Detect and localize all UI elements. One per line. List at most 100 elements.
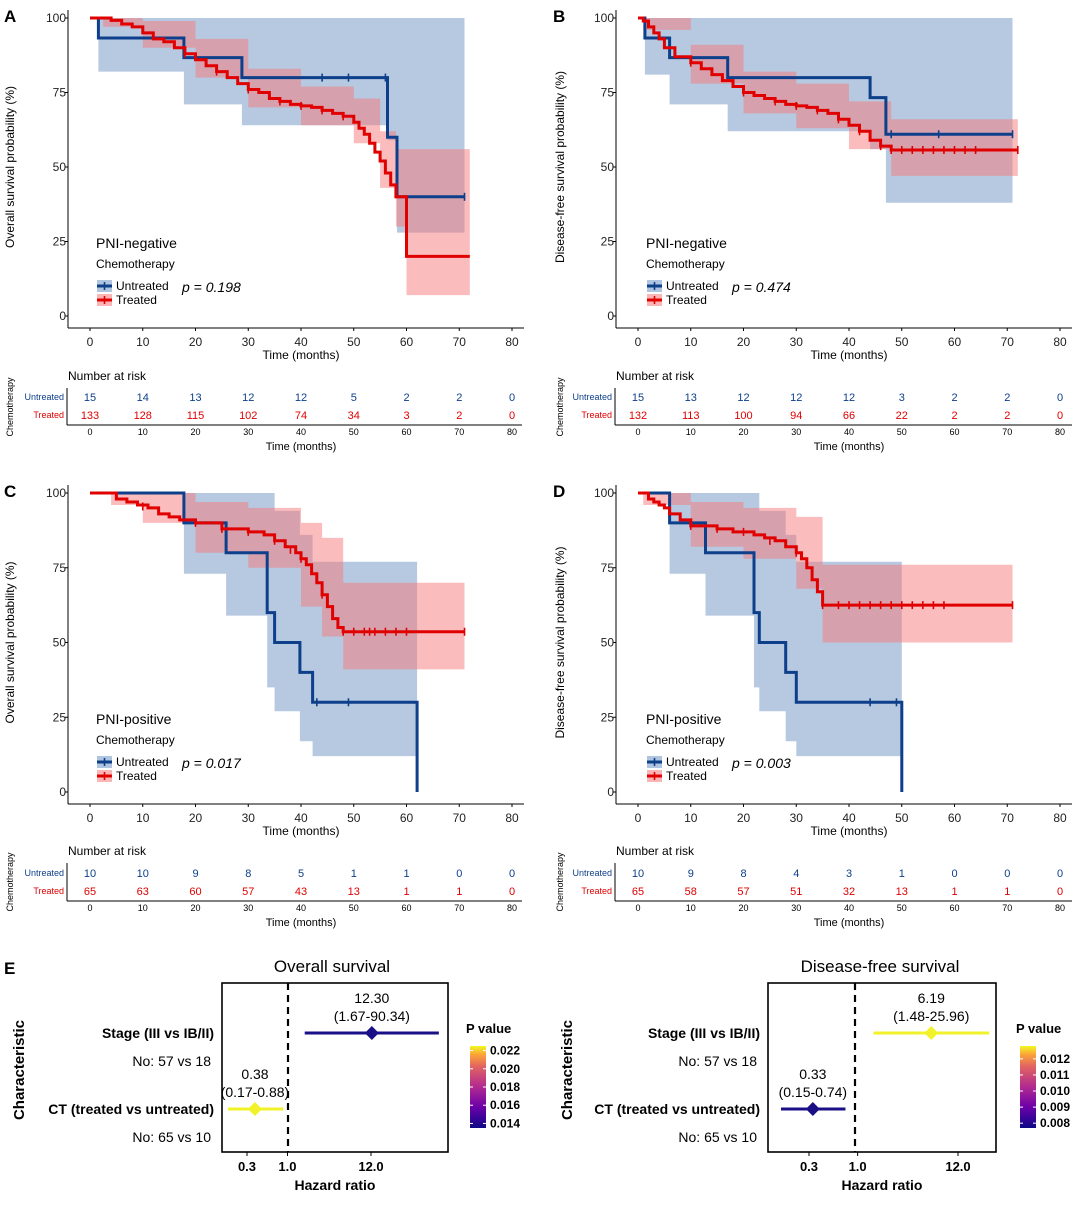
risk-row-label: Treated	[581, 886, 612, 896]
legend: PNI-positive Chemotherapy UntreatedTreated…	[646, 711, 791, 783]
legend-title: PNI-negative	[646, 235, 727, 251]
forest-y-title: Characteristic	[559, 1020, 576, 1120]
x-tick-label: 10	[136, 811, 150, 825]
legend-subtitle: Chemotherapy	[646, 257, 725, 271]
x-tick-label: 0	[87, 335, 94, 349]
risk-x-tick: 70	[1002, 427, 1012, 437]
x-tick-label: 0	[635, 335, 642, 349]
survival-curve-untreated	[638, 16, 1013, 136]
colorbar	[470, 1046, 486, 1128]
x-tick-label: 20	[189, 811, 203, 825]
y-axis-title: Disease-free survival probability (%)	[553, 546, 567, 738]
y-tick-label: 0	[59, 309, 66, 323]
x-tick-label: 70	[453, 335, 467, 349]
y-axis-title: Disease-free survival probability (%)	[553, 71, 567, 263]
panel-letter: C	[4, 482, 16, 501]
y-tick-label: 75	[601, 561, 615, 575]
y-tick-label: 50	[53, 636, 67, 650]
x-tick-label: 30	[242, 811, 256, 825]
colorbar	[1020, 1046, 1036, 1128]
risk-x-tick: 70	[454, 903, 464, 913]
legend-title: PNI-positive	[646, 711, 722, 727]
y-tick-label: 25	[53, 235, 67, 249]
risk-x-tick: 80	[1055, 903, 1065, 913]
risk-table-title: Number at risk	[616, 844, 695, 858]
y-tick-label: 50	[53, 160, 67, 174]
hr-point	[364, 1026, 379, 1040]
x-tick-label: 30	[790, 811, 804, 825]
risk-x-tick: 20	[190, 427, 200, 437]
forest-x-tick: 12.0	[945, 1159, 970, 1174]
risk-table-title: Number at risk	[68, 844, 147, 858]
p-value: p = 0.198	[181, 279, 241, 295]
x-tick-label: 10	[684, 335, 698, 349]
x-tick-label: 30	[790, 335, 804, 349]
risk-count: 13	[348, 886, 360, 898]
risk-x-tick: 0	[635, 427, 640, 437]
x-tick-label: 80	[1053, 335, 1067, 349]
risk-x-tick: 80	[1055, 427, 1065, 437]
legend-entry: Untreated	[116, 279, 169, 293]
y-axis-title: Overall survival probability (%)	[3, 561, 17, 723]
risk-count: 2	[951, 410, 957, 422]
y-tick-label: 100	[46, 486, 66, 500]
risk-x-tick: 80	[507, 427, 517, 437]
confidence-band-treated	[111, 493, 465, 670]
risk-x-tick: 10	[138, 903, 148, 913]
risk-count: 51	[790, 886, 802, 898]
legend-subtitle: Chemotherapy	[96, 257, 175, 271]
risk-count: 66	[843, 410, 855, 422]
risk-count: 4	[793, 868, 799, 880]
risk-count: 1	[403, 868, 409, 880]
y-tick-label: 100	[594, 486, 614, 500]
survival-curve-treated	[90, 491, 465, 634]
y-tick-label: 100	[46, 11, 66, 25]
forest-y-title: Characteristic	[11, 1020, 28, 1120]
risk-table-title: Number at risk	[68, 369, 147, 383]
confidence-band-untreated	[183, 493, 418, 757]
x-tick-label: 0	[635, 811, 642, 825]
risk-x-tick: 50	[349, 427, 359, 437]
risk-x-tick: 60	[401, 903, 411, 913]
legend-title: PNI-positive	[96, 711, 172, 727]
risk-x-tick: 20	[738, 427, 748, 437]
risk-count: 22	[896, 410, 908, 422]
panel-letter: E	[4, 959, 15, 978]
forest-x-title: Hazard ratio	[295, 1177, 376, 1193]
risk-count: 43	[295, 886, 307, 898]
risk-count: 2	[456, 410, 462, 422]
risk-x-tick: 40	[844, 427, 854, 437]
risk-x-tick: 50	[897, 427, 907, 437]
risk-count: 1	[899, 868, 905, 880]
ci-value: (0.15-0.74)	[779, 1084, 847, 1100]
forest-plot-overall: Overall survival Stage (III vs IB/II) No: …	[11, 957, 520, 1193]
risk-x-tick: 30	[791, 427, 801, 437]
risk-x-tick: 50	[349, 903, 359, 913]
risk-count: 74	[295, 410, 307, 422]
colorbar-tick: 0.011	[1040, 1068, 1070, 1082]
risk-x-tick: 70	[454, 427, 464, 437]
risk-count: 10	[84, 868, 96, 880]
x-tick-label: 60	[400, 335, 414, 349]
ci-value: (0.17-0.88)	[221, 1084, 289, 1100]
x-tick-label: 80	[505, 811, 519, 825]
ci-value: (1.67-90.34)	[334, 1008, 410, 1024]
y-tick-label: 75	[53, 561, 67, 575]
forest-row-label: CT (treated vs untreated)	[594, 1101, 760, 1117]
x-tick-label: 20	[189, 335, 203, 349]
ci-value: (1.48-25.96)	[893, 1008, 969, 1024]
risk-count: 57	[242, 886, 254, 898]
risk-count: 0	[1057, 868, 1063, 880]
panel-letter: D	[553, 482, 565, 501]
risk-count: 12	[790, 392, 802, 404]
x-tick-label: 50	[895, 335, 909, 349]
y-tick-label: 0	[607, 309, 614, 323]
risk-x-tick: 30	[791, 903, 801, 913]
x-tick-label: 50	[347, 335, 361, 349]
risk-count: 128	[134, 410, 152, 422]
hr-value: 0.38	[241, 1066, 268, 1082]
legend-title: PNI-negative	[96, 235, 177, 251]
